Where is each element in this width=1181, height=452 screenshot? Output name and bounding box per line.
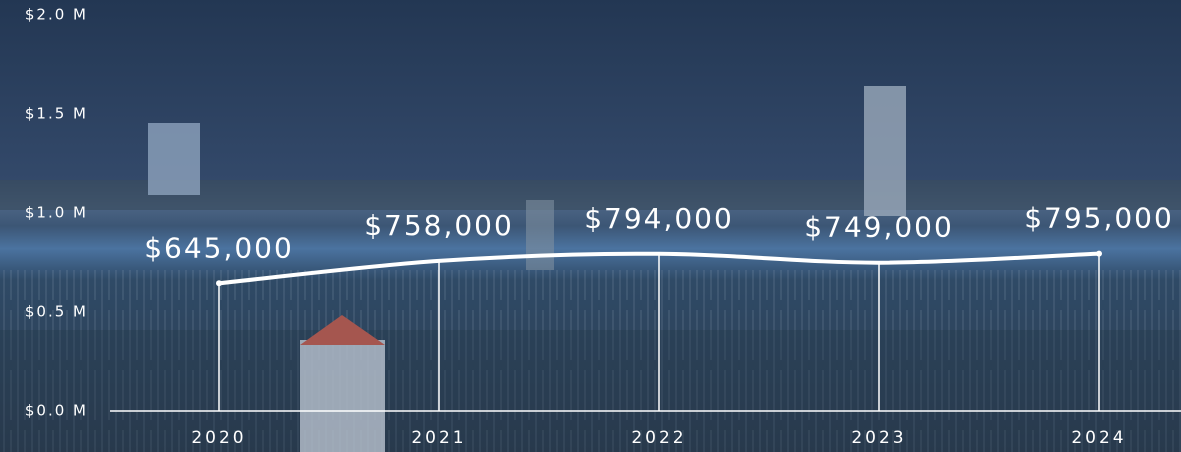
point: [216, 280, 222, 287]
value-label: $645,000: [144, 231, 294, 264]
y-tick-label: $1.0 M: [25, 204, 88, 222]
value-label: $749,000: [804, 211, 954, 244]
y-tick-label: $0.0 M: [25, 402, 88, 420]
point: [1096, 250, 1102, 257]
x-tick-label: 2021: [411, 428, 466, 448]
value-label: $758,000: [364, 209, 514, 242]
x-tick-label: 2020: [191, 428, 246, 448]
value-label: $795,000: [1024, 202, 1174, 235]
y-tick-label: $2.0 M: [25, 6, 88, 24]
x-tick-label: 2022: [631, 428, 686, 448]
line: [217, 251, 1101, 286]
y-tick-label: $1.5 M: [25, 105, 88, 123]
x-tick-label: 2024: [1071, 428, 1126, 448]
y-tick-label: $0.5 M: [25, 303, 88, 321]
value-label: $794,000: [584, 202, 734, 235]
x-tick-label: 2023: [851, 428, 906, 448]
